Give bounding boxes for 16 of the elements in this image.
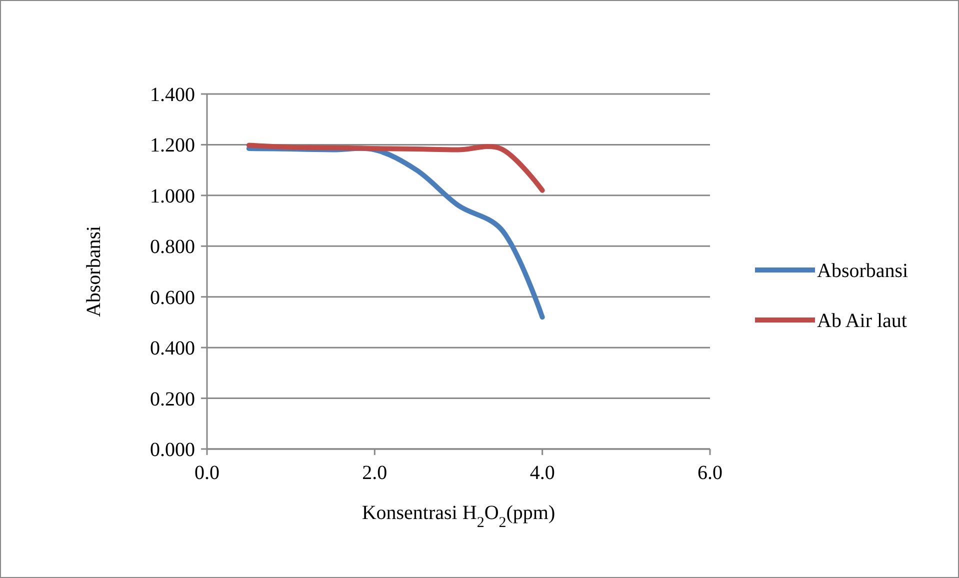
y-tick-label: 0.400 (150, 338, 195, 360)
y-tick-label: 1.200 (150, 134, 195, 157)
y-tick-label: 0.200 (150, 388, 195, 410)
x-tick-label: 4.0 (530, 462, 555, 484)
legend-label: Absorbansi (817, 260, 909, 282)
x-axis-title: Konsentrasi H$_{2}$O$_{2}$(ppm) (362, 502, 556, 531)
x-tick-label: 6.0 (698, 462, 722, 484)
legend-label: Ab Air laut (817, 310, 908, 332)
y-tick-label: 1.000 (150, 185, 195, 208)
x-tick-label: 0.0 (194, 462, 220, 484)
x-tick-label: 2.0 (362, 462, 388, 484)
y-tick-label: 0.000 (150, 439, 195, 461)
y-tick-label: 0.600 (150, 286, 195, 309)
y-tick-label: 1.400 (150, 84, 195, 106)
y-axis-title: Absorbansi (83, 226, 105, 318)
y-tick-label: 0.800 (150, 236, 195, 258)
